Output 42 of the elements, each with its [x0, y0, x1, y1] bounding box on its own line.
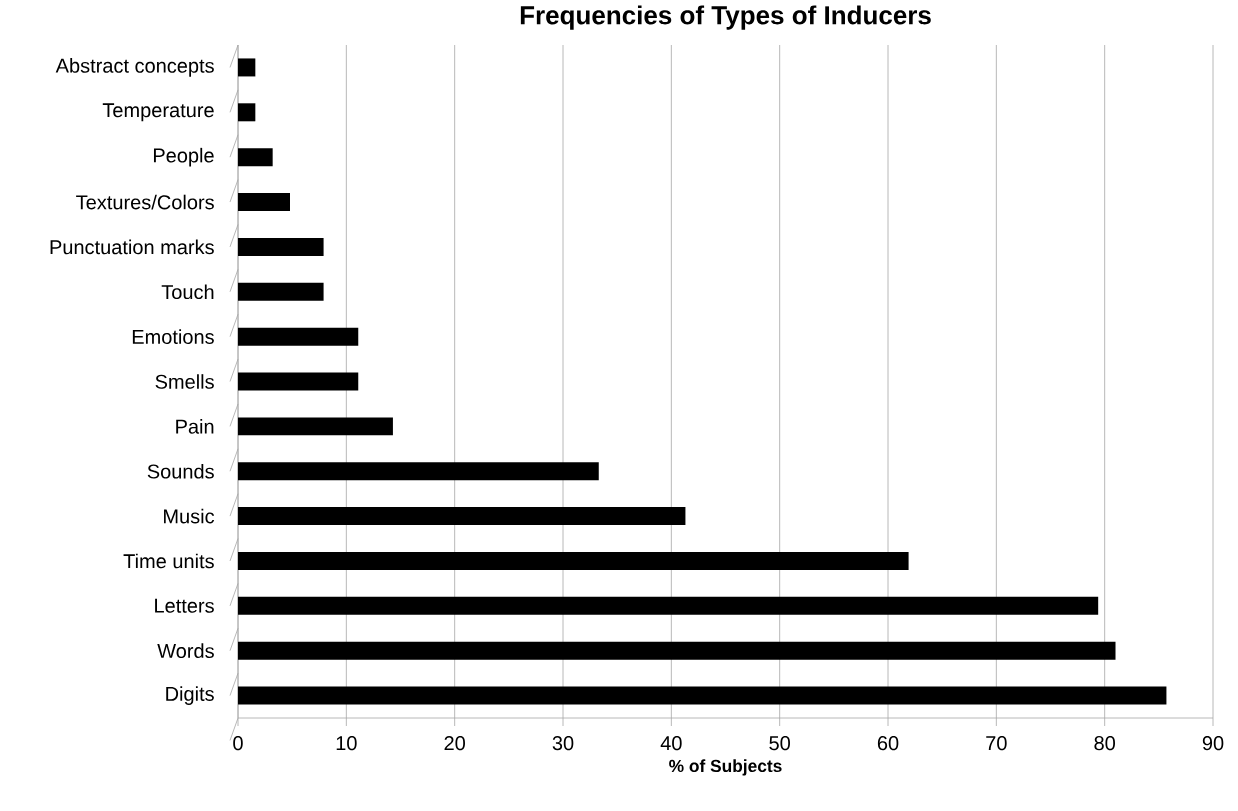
bar	[238, 507, 686, 526]
y-tick-label: Smells	[155, 374, 214, 389]
y-tick-label: People	[153, 147, 214, 167]
bar	[238, 417, 393, 436]
x-tick-label: 90	[1202, 736, 1224, 751]
x-tick-label: 20	[444, 736, 465, 751]
bar	[238, 58, 256, 77]
y-tick-label: Temperature	[102, 103, 214, 122]
bar	[238, 327, 359, 346]
x-tick-label: 70	[986, 736, 1007, 751]
x-tick-label: 40	[660, 736, 682, 751]
y-tick-label: Touch	[161, 284, 214, 300]
bar	[238, 282, 324, 301]
y-tick-label: Time units	[123, 553, 214, 569]
x-axis-title: % of Subjects	[669, 759, 782, 776]
y-tick-label: Punctuation marks	[50, 239, 214, 255]
chart-title: Frequencies of Types of Inducers	[520, 5, 931, 30]
bar	[238, 148, 273, 167]
y-tick-label: Digits	[166, 686, 214, 705]
x-tick-label: 10	[336, 736, 357, 751]
x-tick-label: 30	[552, 736, 574, 751]
bar	[238, 193, 290, 212]
bar	[238, 641, 1116, 660]
x-tick-label: 50	[769, 736, 790, 751]
x-tick-label: 60	[877, 736, 899, 751]
y-tick-label: Pain	[176, 419, 214, 434]
bar	[238, 462, 599, 481]
y-tick-label: Abstract concepts	[55, 58, 214, 77]
y-tick-label: Emotions	[132, 329, 214, 344]
x-tick-label: 0	[233, 736, 243, 751]
y-tick-label: Letters	[155, 598, 214, 613]
bar	[238, 372, 359, 391]
y-tick-label: Words	[157, 643, 214, 659]
y-tick-label: Sounds	[147, 463, 214, 479]
bar	[238, 686, 1167, 705]
bar	[238, 551, 909, 570]
bar	[238, 237, 324, 256]
x-tick-label: 80	[1094, 736, 1116, 751]
bar	[238, 596, 1099, 615]
y-tick-label: Textures/Colors	[76, 194, 214, 210]
bar	[238, 103, 256, 122]
y-tick-label: Music	[164, 508, 215, 524]
